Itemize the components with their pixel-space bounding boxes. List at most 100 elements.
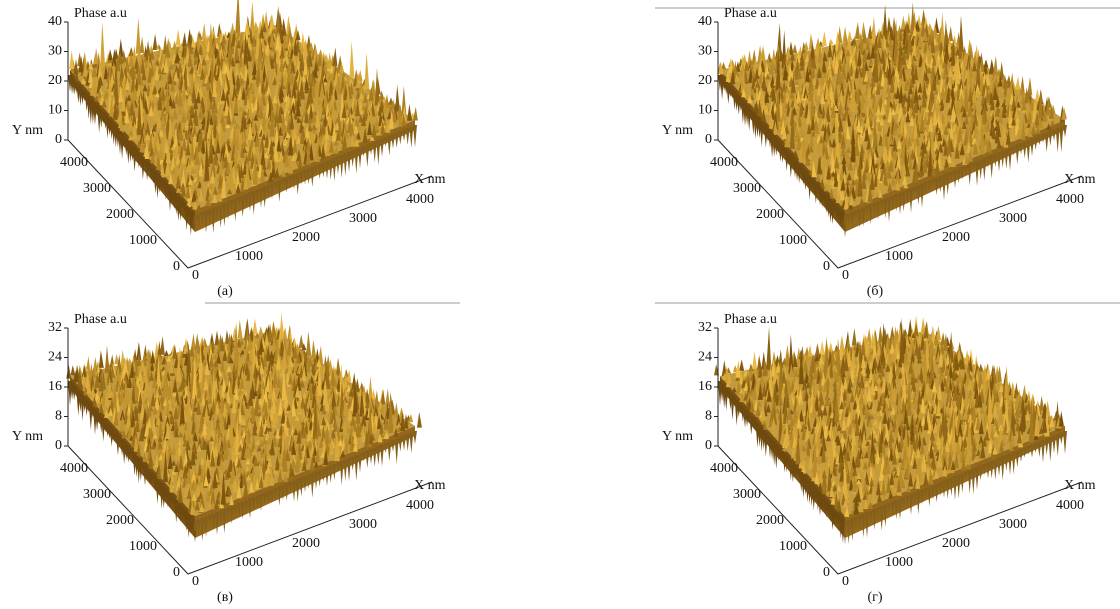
- edge-spike: [391, 134, 395, 148]
- z-tick-label: 20: [698, 73, 712, 88]
- edge-spike: [942, 175, 946, 201]
- spike: [311, 340, 316, 358]
- spike: [349, 41, 354, 77]
- spike: [766, 327, 771, 369]
- edge-spike: [1045, 133, 1049, 152]
- spike: [993, 56, 998, 75]
- edge-spike: [347, 152, 351, 172]
- y-tick-label: 2000: [106, 207, 134, 222]
- x-tick-label: 0: [192, 574, 199, 589]
- edge-spike: [373, 142, 377, 163]
- y-tick-label: 1000: [129, 539, 157, 554]
- z-tick-label: 40: [48, 14, 62, 29]
- spike: [70, 365, 75, 375]
- spike: [86, 356, 91, 375]
- z-tick-label: 10: [698, 103, 712, 118]
- spike: [807, 345, 812, 357]
- edge-spike: [340, 155, 344, 178]
- x-tick-label: 0: [842, 268, 849, 283]
- z-tick-label: 16: [48, 379, 62, 394]
- edge-spike: [387, 136, 391, 156]
- spike: [69, 50, 74, 69]
- edge-spike: [380, 445, 384, 467]
- edge-spike: [1056, 128, 1060, 152]
- edge-spike: [365, 145, 369, 168]
- edge-spike: [409, 127, 413, 148]
- x-tick-label: 1000: [235, 249, 263, 264]
- spike: [176, 29, 181, 46]
- edge-spike: [376, 446, 380, 465]
- caption: (б): [867, 284, 884, 299]
- spike: [238, 320, 243, 339]
- edge-spike: [1015, 145, 1019, 165]
- z-tick-label: 0: [705, 132, 712, 147]
- edge-spike: [332, 158, 336, 181]
- edge-spike: [376, 140, 380, 165]
- spike: [100, 21, 105, 67]
- y-axis-label: Y nm: [662, 123, 693, 138]
- x-tick-label: 1000: [235, 555, 263, 570]
- z-tick-label: 0: [55, 132, 62, 147]
- spike: [201, 23, 206, 41]
- z-axis-label: Phase a.u: [74, 312, 127, 327]
- spike: [752, 351, 757, 369]
- surface-plot: Phase a.u403020100Y nm40003000200010000X…: [662, 2, 1096, 299]
- y-tick-label: 3000: [83, 181, 111, 196]
- spike: [407, 104, 412, 121]
- x-tick-label: 4000: [1056, 192, 1084, 207]
- caption: (в): [217, 590, 233, 605]
- spike: [318, 49, 323, 57]
- edge-spike: [990, 155, 994, 179]
- z-tick-label: 24: [48, 350, 62, 365]
- z-tick-label: 30: [48, 44, 62, 59]
- z-tick-label: 32: [48, 320, 62, 335]
- spike: [852, 328, 857, 345]
- caption: (а): [217, 284, 233, 299]
- z-axis-label: Phase a.u: [74, 6, 127, 21]
- edge-spike: [310, 473, 314, 498]
- y-tick-label: 0: [823, 259, 830, 274]
- x-tick-label: 2000: [292, 230, 320, 245]
- spike: [820, 340, 825, 354]
- edge-spike: [1048, 131, 1052, 146]
- edge-spike: [387, 442, 391, 462]
- edge-spike: [343, 154, 347, 176]
- edge-spike: [975, 161, 979, 186]
- z-tick-label: 8: [55, 409, 62, 424]
- spike: [99, 350, 104, 368]
- spike: [306, 331, 311, 355]
- surface-plot: Phase a.u32241680Y nm40003000200010000X …: [662, 312, 1096, 605]
- z-tick-label: 40: [698, 14, 712, 29]
- edge-spike: [997, 152, 1001, 171]
- edge-spike: [398, 437, 402, 452]
- x-axis-label: X nm: [414, 478, 446, 493]
- edge-spike: [1063, 125, 1067, 137]
- spike: [136, 18, 141, 54]
- edge-spike: [373, 448, 377, 467]
- spike: [258, 326, 263, 335]
- y-tick-label: 4000: [60, 461, 88, 476]
- y-tick-label: 2000: [756, 207, 784, 222]
- z-tick-label: 10: [48, 103, 62, 118]
- edge-spike: [358, 454, 362, 473]
- spike: [385, 388, 390, 406]
- spike: [253, 318, 258, 334]
- spike: [739, 359, 744, 371]
- surface-plot: Phase a.u403020100Y nm40003000200010000X…: [12, 0, 446, 299]
- spike: [160, 336, 165, 355]
- x-tick-label: 3000: [349, 211, 377, 226]
- x-tick-label: 3000: [349, 517, 377, 532]
- edge-spike: [395, 439, 399, 465]
- edge-spike: [1059, 127, 1063, 153]
- edge-spike: [402, 436, 406, 451]
- y-tick-label: 4000: [710, 155, 738, 170]
- y-tick-label: 0: [173, 259, 180, 274]
- x-axis-label: X nm: [1064, 172, 1096, 187]
- spike: [855, 22, 860, 39]
- y-tick-label: 3000: [83, 487, 111, 502]
- y-tick-label: 2000: [106, 513, 134, 528]
- y-tick-label: 4000: [60, 155, 88, 170]
- y-tick-label: 1000: [129, 233, 157, 248]
